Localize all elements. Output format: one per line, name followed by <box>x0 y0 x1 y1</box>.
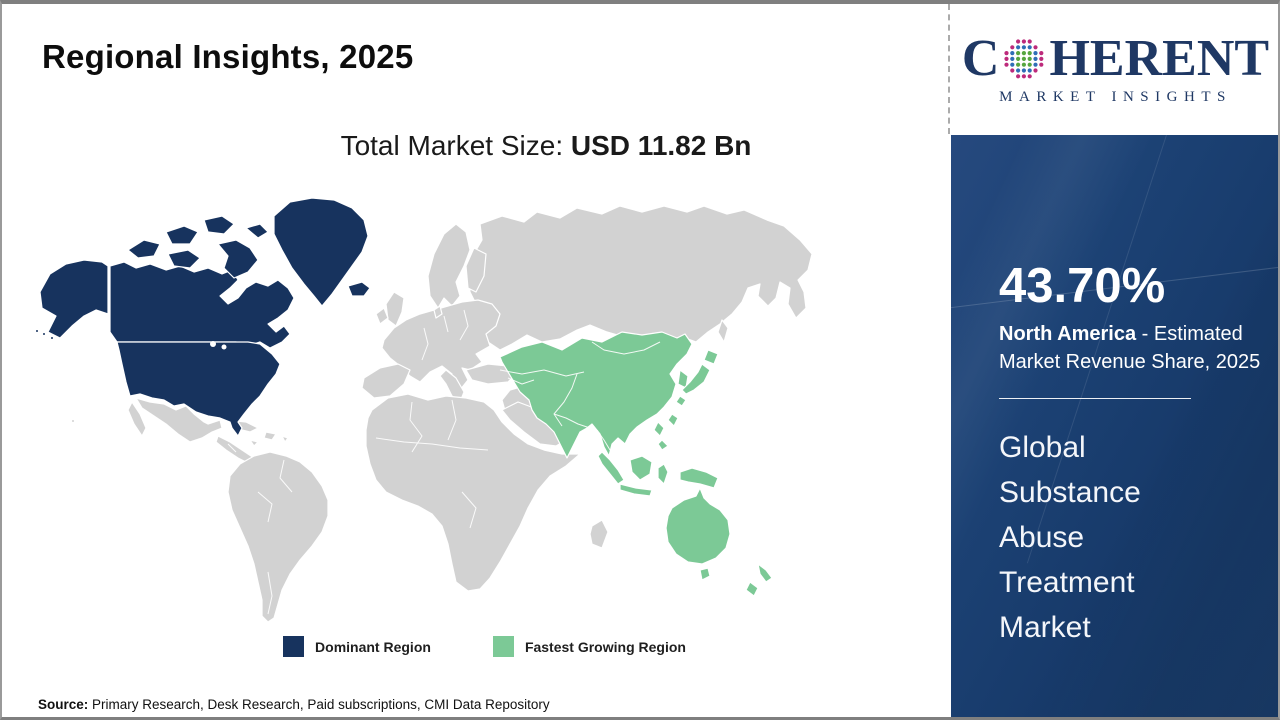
source-label: Source: <box>38 697 89 712</box>
brand-letter-c: C <box>961 29 1000 87</box>
region-ireland <box>375 307 389 325</box>
legend-swatch-dominant <box>283 636 305 657</box>
region-asia-pacific-mainland <box>499 331 693 459</box>
region-puerto-rico <box>281 435 289 443</box>
region-new-zealand-north <box>757 563 773 583</box>
region-canada <box>109 261 295 349</box>
region-papua <box>679 467 719 489</box>
arctic-island <box>203 215 235 235</box>
region-borneo <box>629 455 653 481</box>
region-tasmania <box>699 567 711 581</box>
region-madagascar <box>589 519 609 549</box>
arctic-island <box>167 249 201 269</box>
region-java <box>619 483 653 497</box>
legend-item-fastest: Fastest Growing Region <box>492 636 686 657</box>
region-denmark <box>433 305 443 319</box>
region-philippines <box>653 421 665 437</box>
map-legend: Dominant Region Fastest Growing Region <box>32 636 822 657</box>
region-sakhalin <box>717 319 729 343</box>
sidebar-texture <box>951 135 1278 717</box>
region-iceland <box>347 281 371 297</box>
brand-logo: C HERENT MARKET INSIGHTS <box>951 4 1278 134</box>
region-iberia <box>361 363 411 399</box>
region-hispaniola <box>263 431 277 441</box>
region-mexico <box>135 397 223 443</box>
map-layer-dominant <box>34 197 371 437</box>
globe-dots-icon <box>1004 38 1044 78</box>
logo-divider <box>948 4 950 134</box>
arctic-island <box>245 223 269 239</box>
region-finland <box>465 247 487 293</box>
brand-wordmark: C HERENT <box>961 29 1270 87</box>
region-russia <box>467 205 813 351</box>
region-usa <box>116 341 281 437</box>
map-lakes <box>210 341 227 350</box>
region-sumatra <box>597 451 625 485</box>
source-line: Source: Primary Research, Desk Research,… <box>38 697 550 712</box>
share-value: 43.70% <box>999 259 1166 313</box>
legend-item-dominant: Dominant Region <box>283 636 431 657</box>
total-market-size: Total Market Size: USD 11.82 Bn <box>2 130 950 162</box>
aleutian-dot <box>34 328 40 334</box>
legend-label-dominant: Dominant Region <box>315 638 431 655</box>
arctic-island <box>165 225 199 245</box>
sidebar-divider <box>999 398 1191 400</box>
region-new-zealand-south <box>745 581 759 597</box>
aleutian-dot <box>41 331 47 337</box>
aleutian-dot <box>49 335 55 341</box>
region-scandinavia <box>427 223 471 309</box>
region-philippines <box>657 439 669 451</box>
arctic-island <box>217 239 259 279</box>
region-south-america <box>227 451 329 623</box>
share-region: North America <box>999 323 1137 346</box>
legend-swatch-fastest <box>492 636 514 657</box>
total-market-size-label: Total Market Size: <box>340 130 571 161</box>
region-jamaica <box>249 439 259 447</box>
page-title: Regional Insights, 2025 <box>42 38 414 75</box>
source-text: Primary Research, Desk Research, Paid su… <box>88 697 550 712</box>
region-japan-kyushu <box>675 395 687 407</box>
share-suffix: - Estimated Market Revenue Share, 2025 <box>999 323 1261 374</box>
region-baja <box>127 401 147 437</box>
region-hawaii <box>70 418 76 424</box>
region-japan-honshu <box>681 363 711 395</box>
legend-label-fastest: Fastest Growing Region <box>524 638 686 655</box>
region-greenland <box>273 197 369 307</box>
map-borders <box>227 309 661 615</box>
arctic-island <box>127 239 161 259</box>
region-alaska <box>39 259 109 339</box>
total-market-size-value: USD 11.82 Bn <box>570 130 752 161</box>
region-taiwan <box>667 413 679 427</box>
sidebar-panel: 43.70% North America - Estimated Market … <box>951 135 1278 717</box>
world-map <box>34 197 813 623</box>
region-europe <box>381 299 501 391</box>
map-layer-fastest <box>499 331 773 597</box>
report-title: Global Substance Abuse Treatment Market <box>999 431 1141 645</box>
region-sulawesi <box>657 463 669 485</box>
sidebar-content: 43.70% North America - Estimated Market … <box>951 259 1278 650</box>
region-uk <box>385 291 405 327</box>
share-description: North America - Estimated Market Revenue… <box>999 320 1267 376</box>
region-japan-hokkaido <box>703 349 719 365</box>
brand-letters-herent: HERENT <box>1049 29 1270 87</box>
region-australia <box>665 487 731 565</box>
brand-tagline: MARKET INSIGHTS <box>999 88 1232 105</box>
